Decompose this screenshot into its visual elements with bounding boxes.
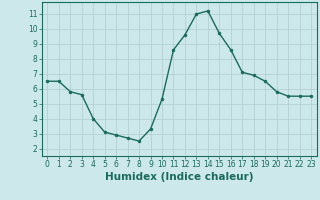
X-axis label: Humidex (Indice chaleur): Humidex (Indice chaleur)	[105, 172, 253, 182]
